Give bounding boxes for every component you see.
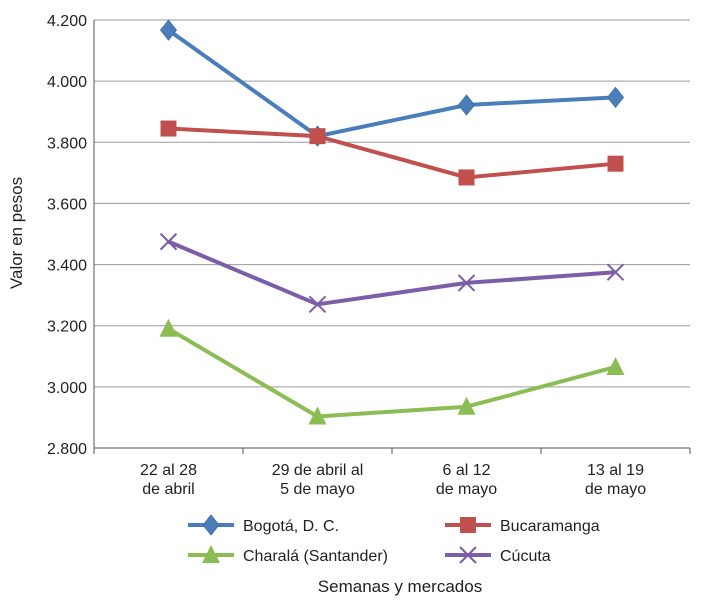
legend-item: Bogotá, D. C. (188, 514, 339, 536)
y-tick-label: 3.600 (47, 196, 87, 213)
data-point-x (606, 263, 625, 281)
y-tick-label: 3.000 (47, 380, 87, 397)
series-line (168, 126, 616, 180)
x-stroke (457, 274, 476, 292)
x-tick-label: 29 de abril al 5 de mayo (272, 462, 364, 498)
y-tick-label: 4.000 (47, 74, 87, 91)
data-point-x (459, 546, 477, 564)
series-line (167, 28, 616, 139)
data-point-square (309, 128, 326, 145)
data-point-square (160, 120, 177, 137)
data-point-diamond (457, 94, 476, 116)
data-point-triangle (457, 396, 476, 415)
y-tick-label: 4.200 (47, 13, 87, 30)
legend-label: Charalá (Santander) (243, 548, 388, 565)
data-point-diamond (202, 514, 220, 536)
x-tick-label: 6 al 12 de mayo (436, 462, 497, 498)
x-stroke (459, 546, 477, 564)
x-tick-label: 13 al 19 de mayo (585, 462, 646, 498)
y-tick-label: 2.800 (47, 441, 87, 458)
legend-label: Bogotá, D. C. (243, 518, 339, 535)
data-point-square (607, 155, 624, 172)
x-tick-label-line: 6 al 12 (442, 462, 490, 479)
series-line (167, 239, 616, 307)
data-point-triangle (202, 545, 220, 563)
data-point-x (159, 232, 178, 251)
x-tick-label: 22 al 28 de abril (140, 462, 197, 498)
y-tick-label: 3.200 (47, 319, 87, 336)
series-lines (159, 19, 625, 425)
x-tick-label-line: 5 de mayo (280, 481, 355, 498)
gridlines (94, 19, 690, 388)
data-point-square (458, 169, 475, 186)
x-tick-label-line: de mayo (436, 481, 497, 498)
x-tick-label-line: 22 al 28 (140, 462, 197, 479)
legend-label: Bucaramanga (500, 518, 600, 535)
data-point-square (460, 517, 476, 533)
legend-label: Cúcuta (500, 548, 551, 565)
x-tick-labels: 22 al 28 de abril 29 de abril al 5 de mayo 6… (140, 462, 646, 498)
data-point-triangle (606, 356, 625, 375)
legend-item: Charalá (Santander) (188, 545, 388, 565)
y-tick-label: 3.400 (47, 258, 87, 275)
legend-item: Cúcuta (445, 546, 551, 565)
x-stroke (308, 295, 327, 314)
data-point-diamond (159, 19, 178, 41)
data-point-x (457, 274, 476, 292)
y-tick-label: 3.800 (47, 135, 87, 152)
data-point-triangle (159, 318, 178, 337)
x-tick-label-line: 13 al 19 (587, 462, 644, 479)
y-tick-labels: 2.800 3.000 3.200 3.400 3.600 3.800 4.000 4.200 (47, 13, 87, 458)
legend-item: Bucaramanga (445, 517, 600, 535)
legend: Bogotá, D. C. Bucaramanga Charalá (Santand… (188, 514, 600, 565)
series-line (167, 327, 617, 419)
data-point-triangle (308, 406, 327, 425)
axes (93, 20, 691, 454)
x-stroke (159, 232, 178, 251)
x-tick-label-line: de abril (142, 481, 194, 498)
data-point-x (308, 295, 327, 314)
x-tick-label-line: 29 de abril al (272, 462, 364, 479)
y-axis-label: Valor en pesos (7, 177, 26, 289)
x-axis-label: Semanas y mercados (318, 577, 482, 596)
x-tick-label-line: de mayo (585, 481, 646, 498)
x-stroke (606, 263, 625, 281)
data-point-diamond (606, 86, 625, 108)
